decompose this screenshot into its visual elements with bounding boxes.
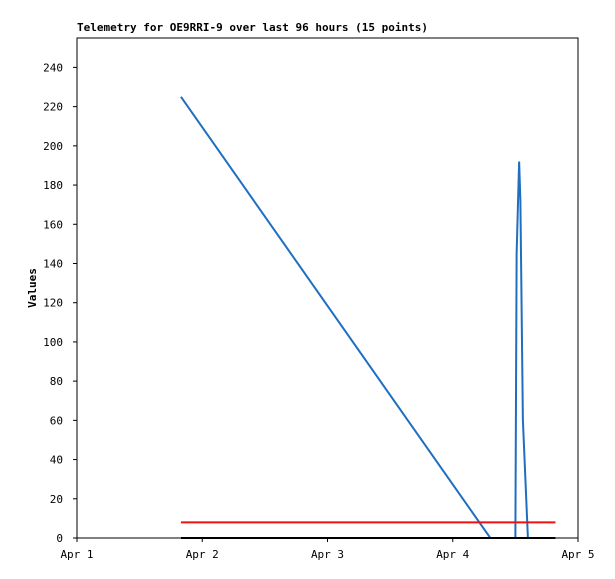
y-tick-label: 140 xyxy=(43,257,63,270)
y-axis-label: Values xyxy=(26,268,39,308)
y-tick-label: 180 xyxy=(43,179,63,192)
y-tick-label: 240 xyxy=(43,61,63,74)
y-tick-label: 160 xyxy=(43,218,63,231)
y-tick-label: 120 xyxy=(43,297,63,310)
x-tick-label: Apr 3 xyxy=(311,548,344,561)
x-tick-label: Apr 5 xyxy=(561,548,594,561)
y-tick-label: 220 xyxy=(43,101,63,114)
y-tick-label: 100 xyxy=(43,336,63,349)
y-tick-label: 60 xyxy=(50,414,63,427)
y-tick-label: 0 xyxy=(56,532,63,545)
x-tick-label: Apr 2 xyxy=(186,548,219,561)
y-tick-label: 80 xyxy=(50,375,63,388)
x-tick-label: Apr 1 xyxy=(60,548,93,561)
x-tick-label: Apr 4 xyxy=(436,548,469,561)
y-tick-label: 200 xyxy=(43,140,63,153)
y-tick-label: 40 xyxy=(50,454,63,467)
chart-title: Telemetry for OE9RRI-9 over last 96 hour… xyxy=(77,21,428,34)
y-tick-label: 20 xyxy=(50,493,63,506)
